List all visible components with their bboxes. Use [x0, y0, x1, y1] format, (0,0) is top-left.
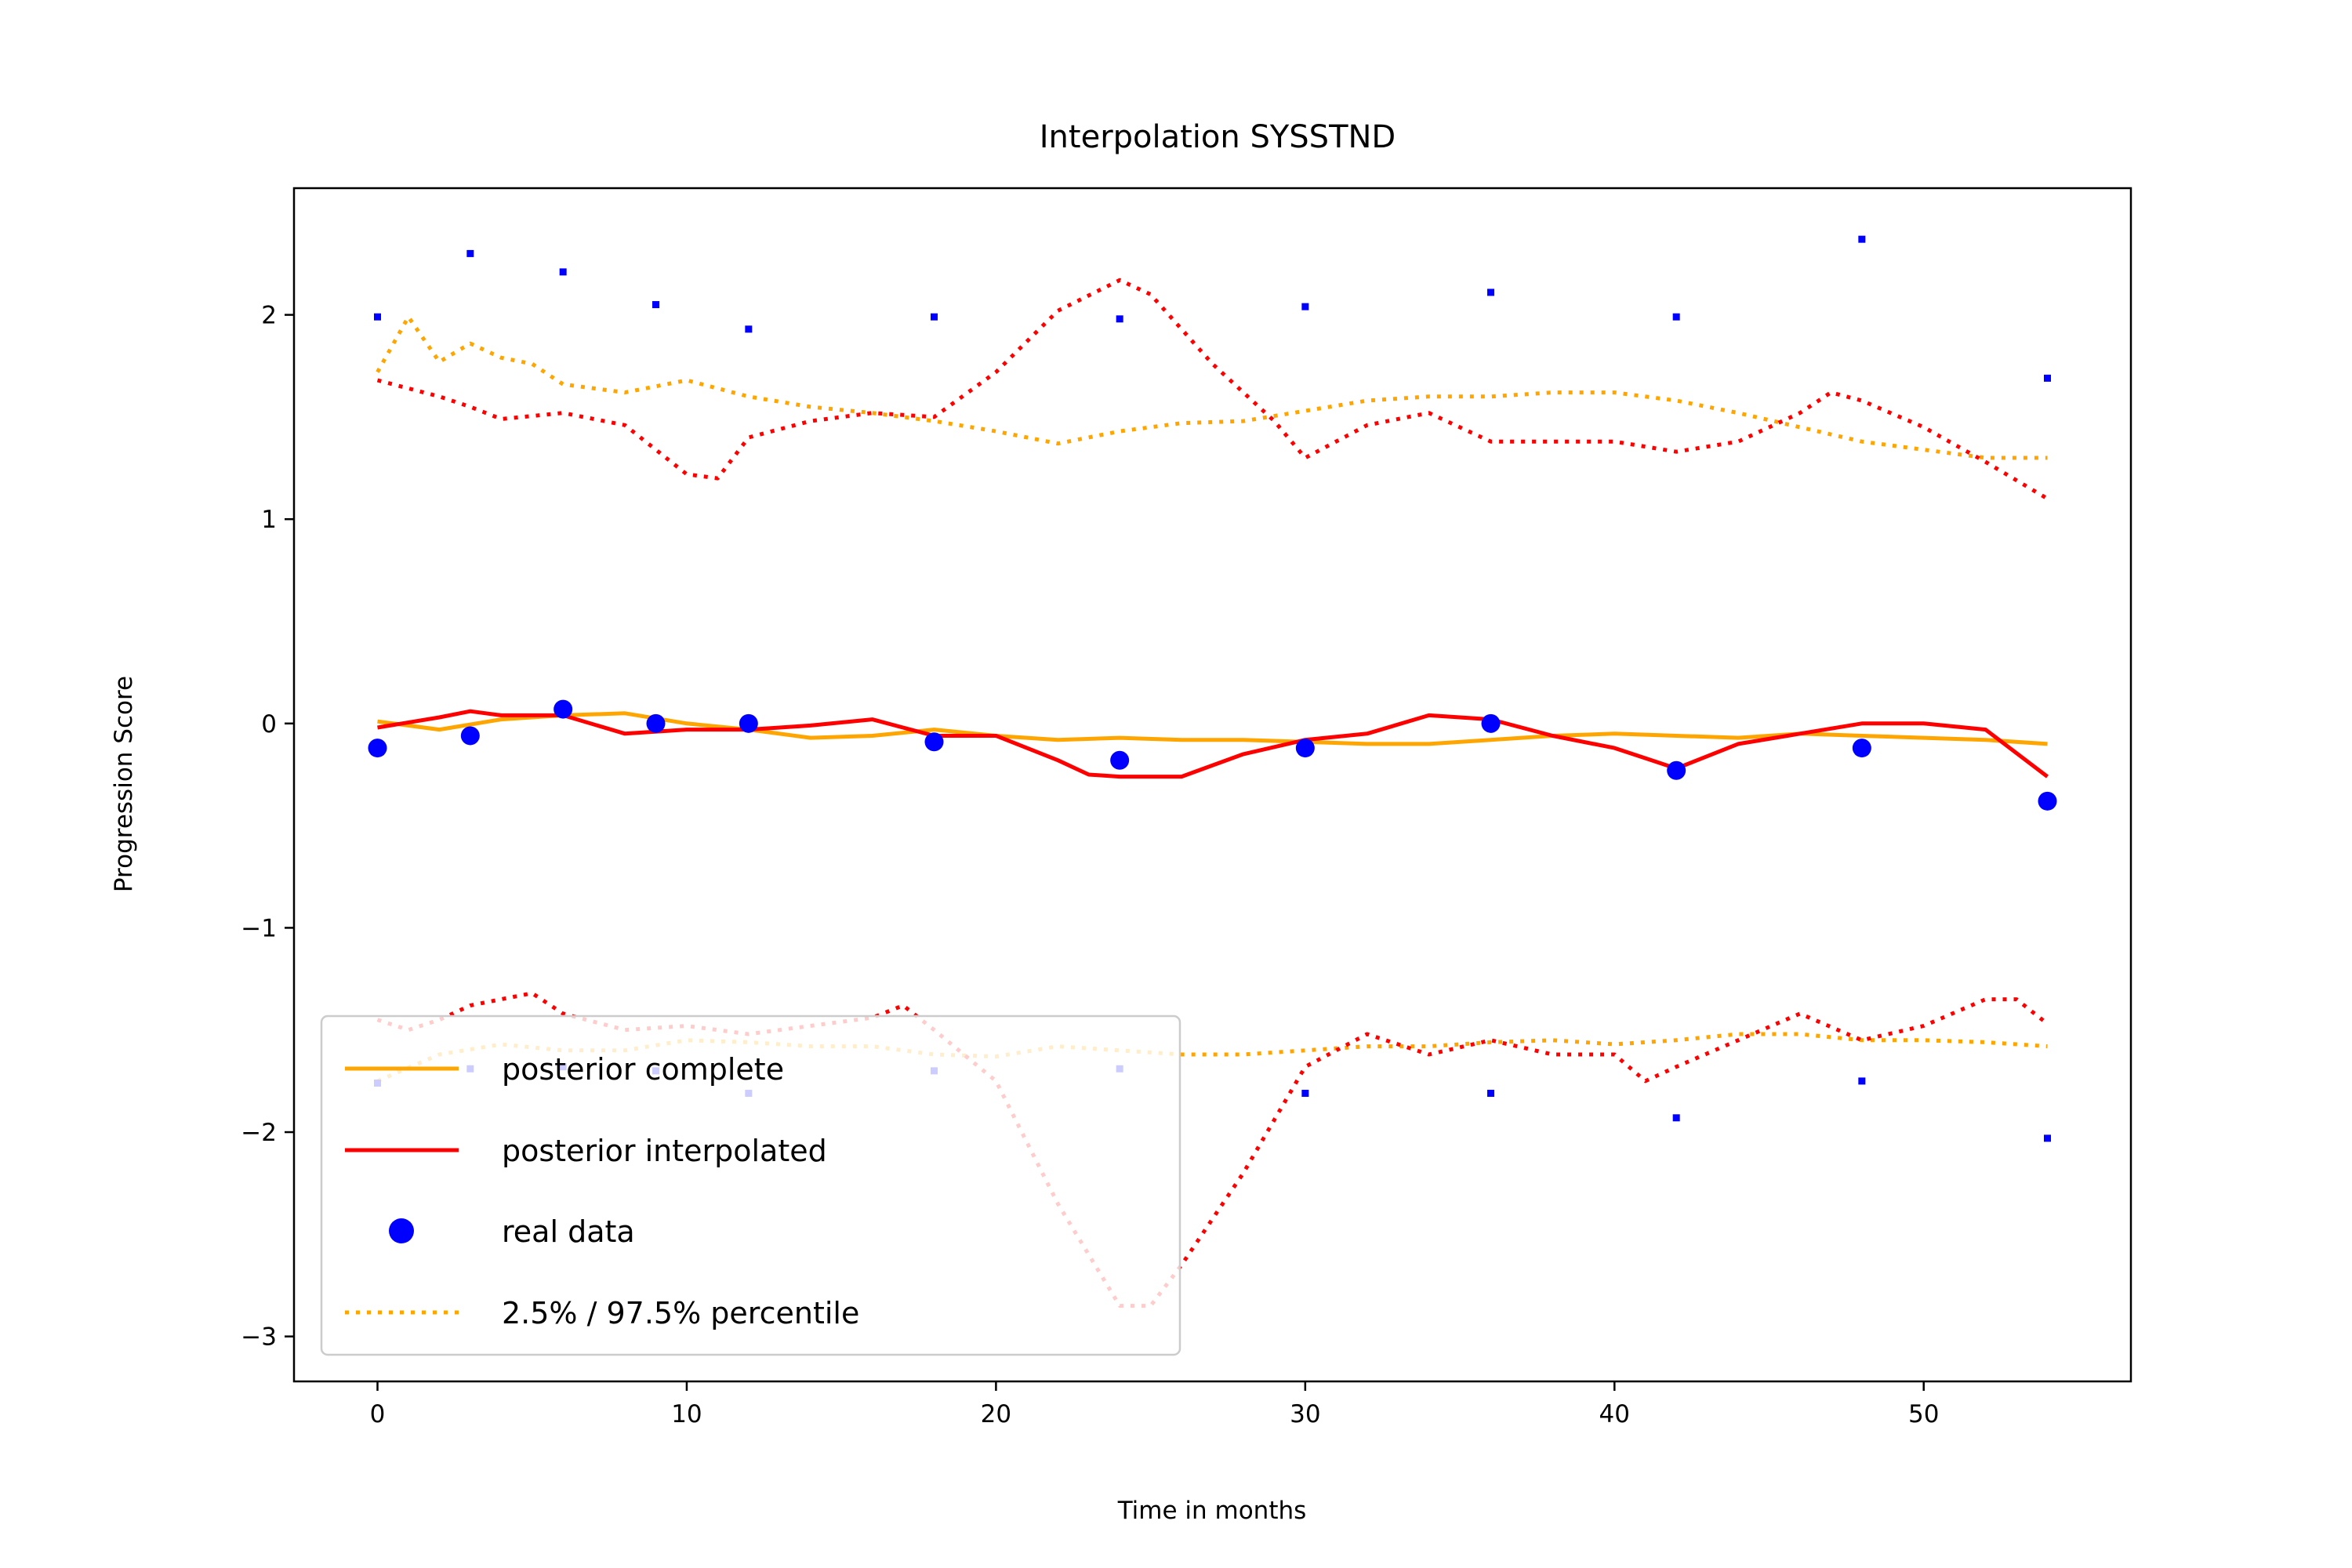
real-data-point	[1852, 739, 1871, 758]
real-data-lower-point	[1301, 1090, 1309, 1098]
real-data-lower-point	[2044, 1134, 2051, 1142]
legend-real-data-swatch	[389, 1218, 414, 1243]
legend-posterior-complete-label: posterior complete	[502, 1052, 784, 1087]
axes-frame	[292, 187, 2132, 1383]
y-tick-label: 2	[261, 302, 277, 330]
x-axis-label: Time in months	[1117, 1497, 1307, 1525]
real-data-upper-point	[374, 313, 381, 321]
legend-real-data-label: real data	[502, 1214, 635, 1249]
chart-title: Interpolation SYSSTND	[1040, 119, 1396, 155]
x-tick-label: 40	[1599, 1400, 1630, 1428]
real-data-point	[1110, 750, 1130, 770]
real-data-upper-point	[1301, 303, 1309, 310]
x-tick-label: 0	[370, 1400, 386, 1428]
real-data-point	[1295, 739, 1315, 758]
real-data-upper-point	[652, 301, 659, 309]
y-tick-label: 0	[261, 710, 277, 739]
real-data-lower-point	[1487, 1090, 1494, 1098]
real-data-lower-point	[1858, 1077, 1866, 1085]
interpolated-2-5-line	[376, 991, 2049, 1308]
real-data-upper-point	[1858, 235, 1866, 243]
real-data-point	[1667, 760, 1686, 780]
posterior-interpolated-line	[377, 709, 2049, 779]
real-data-point	[2038, 791, 2057, 811]
x-tick-label: 30	[1290, 1400, 1320, 1428]
y-tick-label: 1	[261, 506, 277, 534]
real-data-point	[646, 713, 666, 733]
interpolated-97-5-line	[376, 278, 2049, 501]
real-data-upper-point	[745, 325, 753, 333]
legend-posterior-interpolated-label: posterior interpolated	[502, 1134, 827, 1168]
real-data-point	[1481, 713, 1501, 733]
legend-2-5-97-5-percentile-label: 2.5% / 97.5% percentile	[502, 1296, 859, 1330]
real-data-point	[924, 732, 944, 752]
real-data-point	[739, 713, 758, 733]
real-data-point	[554, 699, 573, 719]
real-data-point	[368, 739, 387, 758]
real-data-upper-point	[2044, 374, 2051, 382]
x-axis-ticks: 0 10 20 30 40 50	[370, 1381, 1939, 1428]
real-data-point	[460, 726, 480, 746]
x-tick-label: 10	[671, 1400, 702, 1428]
legend: posterior complete posterior interpolated…	[320, 1014, 1181, 1356]
y-tick-label: −1	[241, 914, 277, 942]
y-tick-label: −2	[241, 1119, 277, 1147]
series-layer	[368, 235, 2057, 1308]
legend-box	[320, 1014, 1181, 1356]
real-data-upper-point	[1487, 289, 1494, 296]
y-tick-label: −3	[241, 1323, 277, 1352]
x-tick-label: 50	[1908, 1400, 1939, 1428]
real-data-lower-point	[1672, 1114, 1680, 1122]
real-data-upper-point	[466, 249, 474, 257]
real-data-upper-point	[1672, 313, 1680, 321]
real-data-upper-point	[559, 268, 567, 276]
real-data-upper-point	[931, 313, 938, 321]
y-axis-label: Progression Score	[110, 676, 138, 892]
x-tick-label: 20	[981, 1400, 1011, 1428]
y-axis-ticks: −3 −2 −1 0 1 2	[241, 302, 294, 1352]
real-data-upper-point	[1116, 315, 1123, 323]
